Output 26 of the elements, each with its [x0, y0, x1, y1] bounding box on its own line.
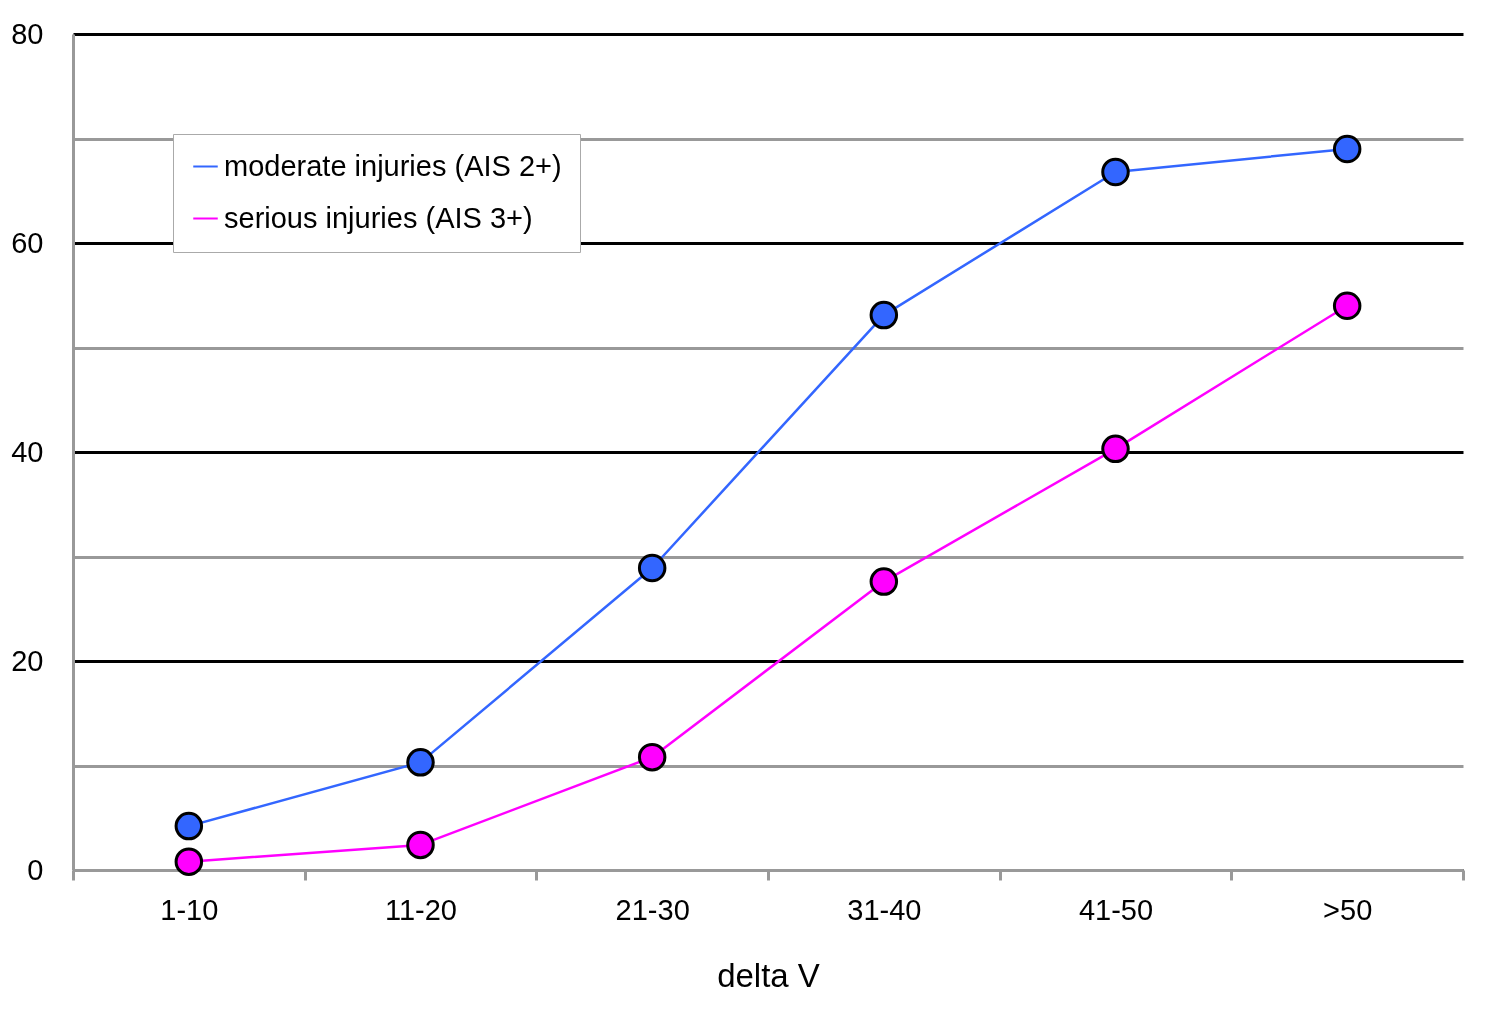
y-tick-label: 80 [11, 17, 44, 50]
x-tick-label: >50 [1323, 893, 1373, 926]
legend-label: serious injuries (AIS 3+) [224, 201, 533, 234]
x-tick-label: 31-40 [847, 893, 922, 926]
y-tick-label: 0 [27, 853, 44, 886]
point [406, 830, 435, 860]
y-tick-label: 60 [11, 226, 44, 259]
y-tick-label: 40 [11, 435, 44, 468]
point [1101, 434, 1130, 464]
point [174, 847, 204, 876]
point [637, 742, 667, 772]
point [406, 748, 435, 777]
x-axis-title: delta V [717, 956, 820, 994]
point [869, 300, 899, 330]
legend-label: moderate injuries (AIS 2+) [224, 149, 562, 182]
x-tick-label: 21-30 [615, 893, 690, 926]
point [1332, 291, 1362, 320]
point [1101, 157, 1130, 187]
point [869, 567, 899, 596]
y-tick-label: 20 [11, 644, 44, 677]
x-tick-label: 41-50 [1078, 893, 1154, 926]
x-tick-label: 1-10 [160, 893, 219, 926]
point [637, 553, 667, 583]
point [1332, 134, 1362, 164]
x-tick-label: 11-20 [384, 893, 458, 926]
point [174, 811, 204, 841]
